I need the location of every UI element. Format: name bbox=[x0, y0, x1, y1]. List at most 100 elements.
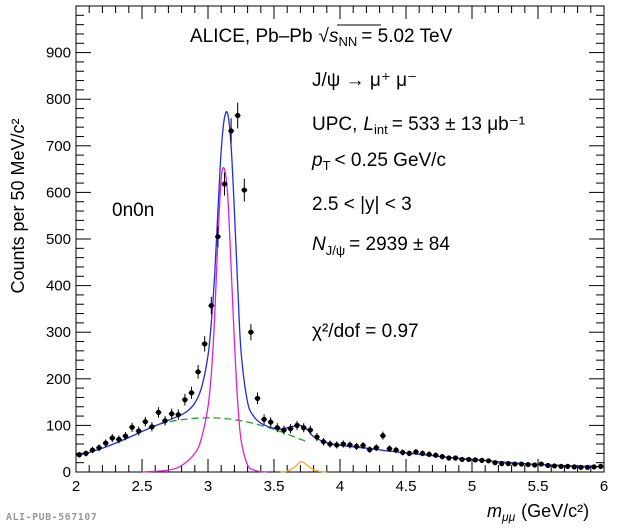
data-point bbox=[340, 440, 347, 448]
data-point bbox=[386, 445, 393, 452]
data-point bbox=[373, 444, 380, 452]
marker bbox=[571, 464, 577, 470]
marker bbox=[598, 463, 604, 470]
data-point bbox=[274, 423, 281, 433]
marker bbox=[136, 428, 142, 434]
axis-ticks bbox=[75, 6, 605, 473]
marker bbox=[479, 457, 485, 463]
marker bbox=[215, 234, 221, 240]
marker bbox=[578, 464, 584, 470]
marker bbox=[406, 450, 412, 456]
data-point bbox=[280, 425, 287, 435]
marker bbox=[466, 456, 472, 463]
data-point bbox=[181, 393, 188, 406]
x-tick-label: 5.5 bbox=[528, 478, 549, 495]
marker bbox=[162, 418, 168, 424]
marker bbox=[129, 424, 135, 430]
data-point bbox=[465, 456, 472, 463]
data-point bbox=[175, 409, 182, 420]
x-axis-label: mμμ (GeV/c²) bbox=[487, 501, 589, 524]
marker bbox=[307, 427, 313, 433]
marker bbox=[175, 412, 181, 418]
data-point bbox=[360, 441, 367, 449]
x-tick-label: 3 bbox=[204, 478, 212, 495]
njpsi-annotation: NJ/ψ = 2939 ± 84 bbox=[312, 234, 450, 258]
data-point bbox=[115, 435, 122, 444]
marker bbox=[301, 425, 307, 431]
marker bbox=[268, 419, 274, 425]
y-tick-label: 900 bbox=[46, 45, 71, 62]
data-point bbox=[591, 464, 598, 470]
marker bbox=[149, 424, 155, 430]
data-point bbox=[597, 463, 604, 470]
marker bbox=[360, 442, 366, 449]
y-tick-labels: 0 100 200 300 400 500 600 700 800 900 bbox=[46, 45, 71, 481]
data-point bbox=[426, 451, 433, 458]
data-points bbox=[76, 102, 604, 470]
marker bbox=[109, 435, 115, 441]
data-point bbox=[571, 464, 578, 470]
data-point bbox=[346, 441, 353, 449]
data-point bbox=[195, 364, 202, 379]
data-point bbox=[577, 464, 584, 470]
data-point bbox=[102, 439, 109, 447]
data-point bbox=[82, 450, 89, 457]
marker bbox=[545, 462, 551, 469]
marker bbox=[208, 303, 214, 309]
marker bbox=[400, 449, 406, 456]
marker bbox=[320, 439, 327, 445]
data-point bbox=[445, 455, 452, 461]
data-point bbox=[241, 178, 248, 202]
curve-background bbox=[148, 417, 308, 443]
marker bbox=[591, 464, 597, 470]
marker bbox=[169, 411, 175, 417]
data-point bbox=[214, 226, 221, 248]
data-point bbox=[485, 458, 492, 464]
y-tick-label: 400 bbox=[46, 278, 71, 295]
marker bbox=[76, 452, 82, 458]
x-tick-labels: 2 2.5 3 3.5 4 4.5 5 5.5 6 bbox=[72, 478, 608, 495]
data-point bbox=[261, 414, 268, 425]
fit-curves bbox=[75, 111, 605, 473]
data-point bbox=[162, 415, 169, 426]
marker bbox=[195, 369, 201, 375]
marker bbox=[254, 395, 261, 401]
marker bbox=[202, 341, 208, 347]
data-point bbox=[406, 450, 413, 457]
marker bbox=[413, 449, 419, 455]
data-point bbox=[399, 449, 406, 456]
data-point bbox=[142, 416, 149, 427]
data-point bbox=[313, 433, 320, 442]
marker bbox=[367, 447, 373, 453]
data-point bbox=[511, 461, 518, 467]
data-point bbox=[564, 463, 571, 470]
pt-annotation: pT < 0.25 GeV/c bbox=[311, 150, 446, 173]
marker bbox=[327, 441, 333, 447]
decay-annotation: J/ψ → μ⁺ μ⁻ bbox=[312, 70, 417, 91]
data-point bbox=[432, 452, 439, 459]
data-point bbox=[254, 392, 261, 405]
marker bbox=[261, 416, 267, 422]
chi2-annotation: χ²/dof = 0.97 bbox=[312, 321, 419, 342]
data-point bbox=[148, 422, 155, 432]
data-point bbox=[439, 453, 446, 460]
marker bbox=[188, 390, 195, 396]
data-point bbox=[221, 172, 228, 196]
chart-title: ALICE, Pb–Pb √sNN = 5.02 TeV bbox=[190, 26, 453, 49]
marker bbox=[492, 460, 498, 466]
data-point bbox=[228, 118, 235, 144]
data-point bbox=[135, 426, 142, 436]
data-point bbox=[498, 461, 505, 467]
data-point bbox=[188, 386, 195, 399]
marker bbox=[472, 457, 478, 463]
x-tick-label: 3.5 bbox=[264, 478, 285, 495]
y-tick-label: 300 bbox=[46, 324, 71, 341]
marker bbox=[538, 461, 544, 467]
marker bbox=[505, 461, 511, 467]
data-point bbox=[208, 296, 215, 315]
curve-psi-2s-signal bbox=[280, 460, 327, 473]
marker bbox=[419, 450, 426, 456]
marker bbox=[221, 181, 228, 187]
marker bbox=[551, 463, 558, 469]
data-point bbox=[366, 446, 373, 453]
